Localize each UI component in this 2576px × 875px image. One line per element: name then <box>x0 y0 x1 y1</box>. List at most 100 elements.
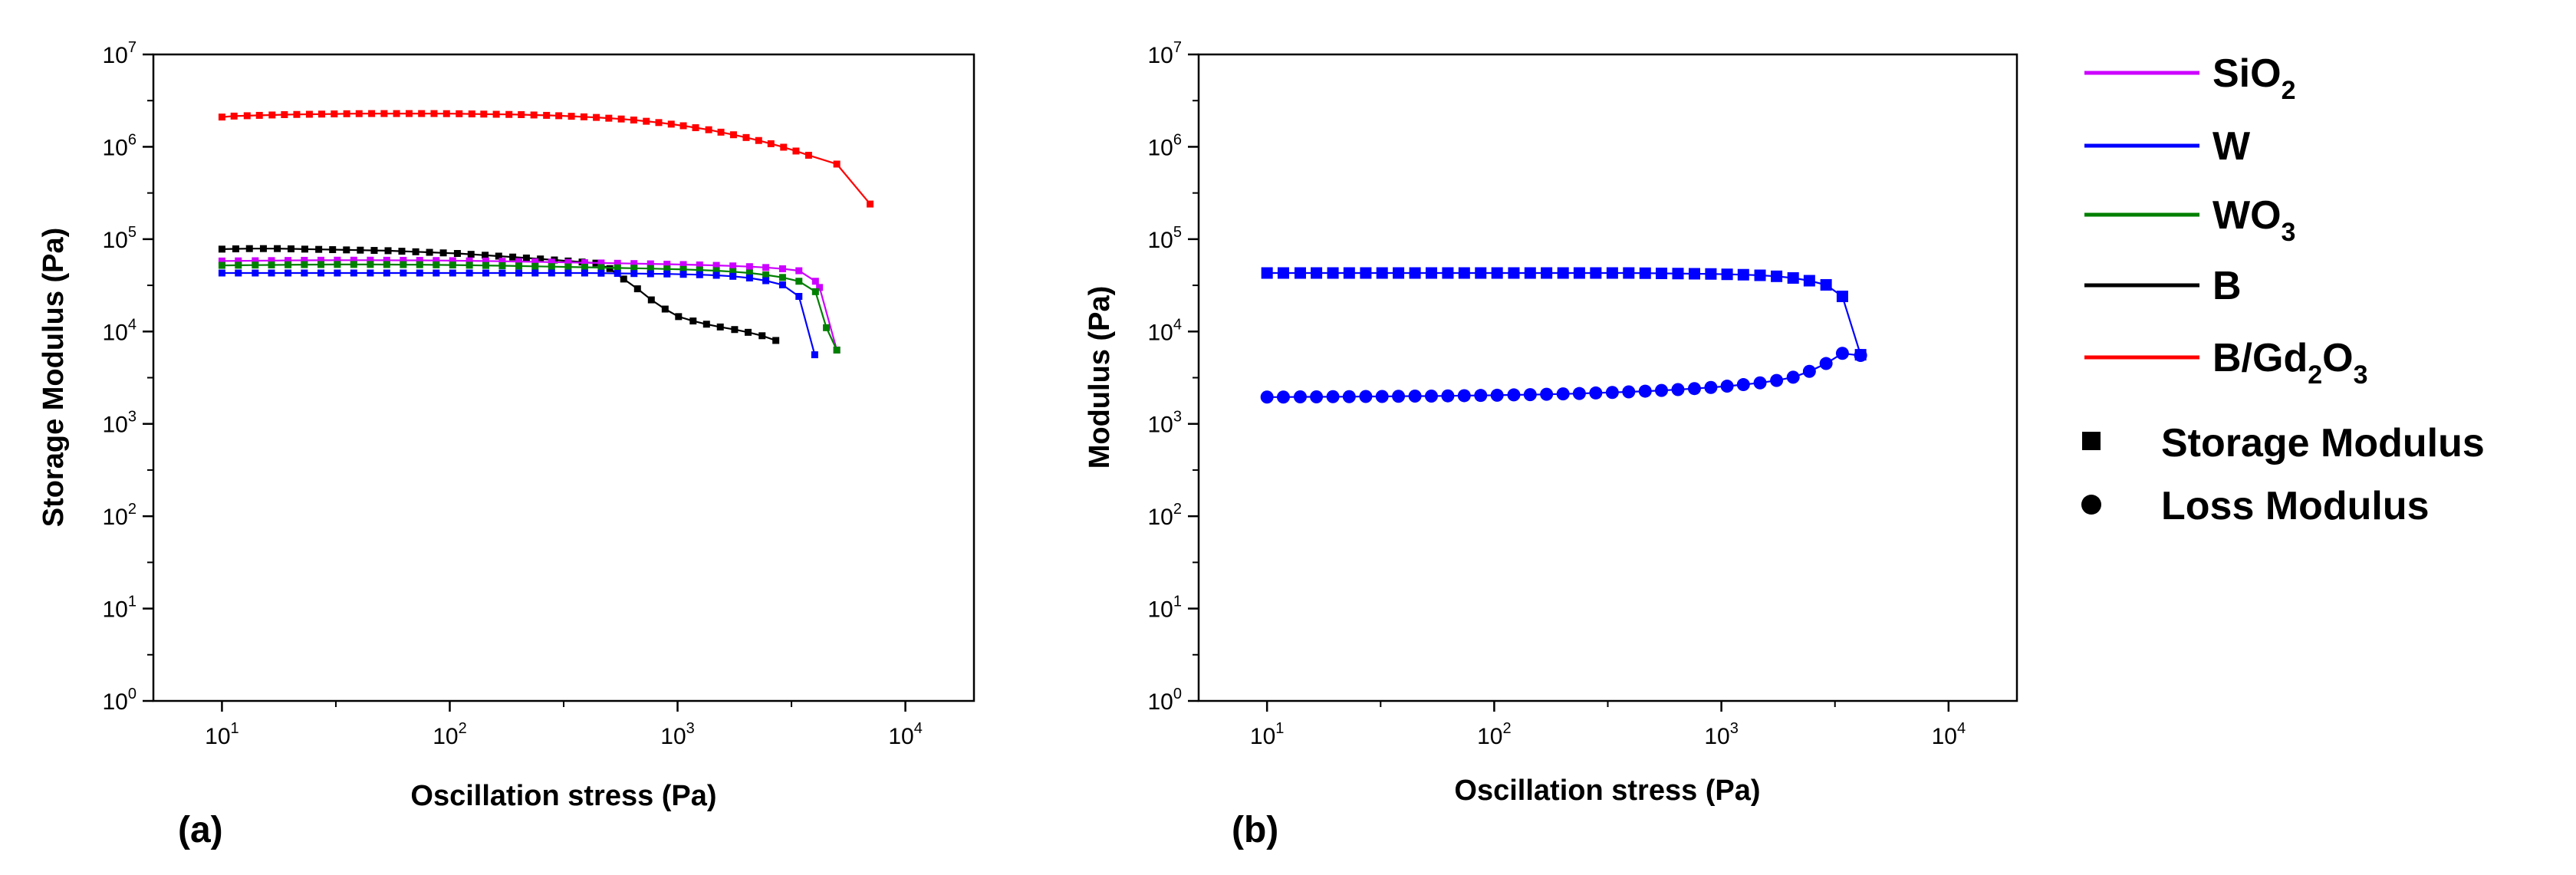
panel-a-point-sio2-25 <box>630 260 638 268</box>
panel-a-point-sio2-0 <box>218 257 225 265</box>
panel-a-point-b-30 <box>633 285 641 293</box>
panel-b-point-w-loss-modulus-1 <box>1276 390 1290 404</box>
panel-b-point-w-loss-modulus-10 <box>1424 389 1438 403</box>
panel-a-xlabel: Oscillation stress (Pa) <box>410 780 716 812</box>
panel-a-point-b-8 <box>329 246 337 254</box>
panel-b-point-w-loss-modulus-9 <box>1408 389 1422 403</box>
panel-a-point-sio2-18 <box>515 258 523 265</box>
panel-a-point-sio2-23 <box>597 259 605 267</box>
panel-b-point-w-storage-modulus-6 <box>1360 267 1372 279</box>
panel-a-point-b-gd2o3-10 <box>343 110 350 117</box>
panel-a-point-b-21 <box>509 253 517 261</box>
panel-a-point-sio2-8 <box>350 256 357 264</box>
panel-a-point-sio2-14 <box>449 257 456 265</box>
panel-a-point-w-20 <box>548 269 555 277</box>
panel-a-point-wo3-30 <box>712 267 720 275</box>
panel-a-point-w-8 <box>350 269 357 277</box>
panel-a-point-b-gd2o3-18 <box>442 110 450 117</box>
panel-a-point-b-12 <box>384 247 392 255</box>
panel-b-point-w-storage-modulus-11 <box>1442 267 1454 279</box>
panel-a-series <box>218 110 874 359</box>
panel-b-point-w-loss-modulus-21 <box>1605 386 1619 400</box>
panel-b-point-w-loss-modulus-15 <box>1507 388 1521 402</box>
panel-b-point-w-storage-modulus-7 <box>1376 267 1388 279</box>
panel-a-point-b-gd2o3-46 <box>792 147 800 155</box>
panel-b-point-w-storage-modulus-34 <box>1820 278 1832 291</box>
panel-b-point-w-storage-modulus-1 <box>1277 267 1289 279</box>
panel-a-point-w-36 <box>811 351 818 359</box>
panel-b-plot-frame <box>1197 53 2018 702</box>
panel-a-point-sio2-11 <box>400 256 407 264</box>
panel-a-point-sio2-2 <box>252 257 259 265</box>
legend-marker-circle <box>2081 495 2101 515</box>
panel-b-ytick-label-0: 100 <box>1148 686 1183 715</box>
panel-a-point-wo3-20 <box>548 263 555 271</box>
panel-a-ytick-label-6: 106 <box>103 131 137 160</box>
panel-b-point-w-loss-modulus-30 <box>1753 376 1767 390</box>
panel-a-point-sio2-20 <box>548 258 555 266</box>
panel-a-point-wo3-1 <box>235 262 242 269</box>
legend: SiO2 W WO3 B B/Gd2O3 Storage Modulus Loss Modu… <box>2081 51 2485 528</box>
panel-a-point-sio2-6 <box>317 256 325 264</box>
panel-a-point-w-6 <box>317 269 325 277</box>
panel-b-point-w-storage-modulus-17 <box>1541 267 1553 279</box>
panel-a-point-sio2-27 <box>663 260 671 268</box>
panel-a-point-b-29 <box>620 275 627 283</box>
panel-a-point-sio2-13 <box>433 257 440 265</box>
panel-a-point-sio2-15 <box>466 257 473 265</box>
legend-marker-label-0: Storage Modulus <box>2161 421 2485 465</box>
panel-b-point-w-storage-modulus-9 <box>1409 267 1421 279</box>
panel-b-point-w-storage-modulus-25 <box>1672 268 1684 280</box>
panel-a-point-b-gd2o3-3 <box>255 111 263 119</box>
panel-a-point-b-5 <box>287 245 294 253</box>
panel-a-point-b-gd2o3-48 <box>833 160 841 168</box>
panel-a-point-w-29 <box>696 271 703 278</box>
panel-a-point-b-gd2o3-29 <box>580 113 587 120</box>
panel-a-point-sio2-19 <box>531 258 539 265</box>
panel-a-point-w-21 <box>564 269 572 277</box>
panel-a-point-wo3-26 <box>646 265 654 272</box>
panel-a-point-w-5 <box>301 269 308 277</box>
panel-a-point-b-gd2o3-14 <box>393 110 400 117</box>
panel-a-point-sio2-35 <box>795 267 803 275</box>
legend-label-1: W <box>2212 124 2251 169</box>
panel-a-point-w-28 <box>679 271 687 278</box>
panel-b-point-w-loss-modulus-5 <box>1342 390 1356 403</box>
panel-a-point-sio2-28 <box>679 261 687 268</box>
panel-a-point-wo3-34 <box>778 274 786 281</box>
panel-b-point-w-storage-modulus-0 <box>1261 267 1273 279</box>
panel-a-point-w-18 <box>515 269 523 277</box>
panel-a-point-b-35 <box>702 321 710 328</box>
panel-b-xtick-label-0: 101 <box>1250 720 1285 749</box>
panel-a-point-w-27 <box>663 270 671 278</box>
panel-a-point-wo3-29 <box>696 266 703 274</box>
panel-a-point-sio2-37 <box>816 284 824 291</box>
panel-b-point-w-loss-modulus-27 <box>1704 380 1718 394</box>
panel-a-point-sio2-7 <box>334 256 341 264</box>
panel-a-point-w-26 <box>646 270 654 278</box>
panel-b-point-w-loss-modulus-34 <box>1819 357 1833 370</box>
panel-a-point-wo3-10 <box>383 261 390 268</box>
panel-a-point-b-gd2o3-12 <box>368 110 376 117</box>
panel-a-point-wo3-0 <box>218 262 225 269</box>
panel-a-point-sio2-32 <box>745 263 753 271</box>
panel-a-point-wo3-21 <box>564 263 572 271</box>
panel-a-point-b-gd2o3-41 <box>729 131 737 139</box>
panel-b-point-w-loss-modulus-14 <box>1490 388 1504 402</box>
panel-b-label: (b) <box>1232 810 1278 850</box>
panel-a-ytick-label-3: 103 <box>103 409 137 438</box>
panel-a-point-sio2-16 <box>482 257 490 265</box>
panel-a-point-sio2-29 <box>696 261 703 268</box>
panel-a-point-sio2-9 <box>367 256 374 264</box>
panel-a-point-b-gd2o3-32 <box>617 115 625 123</box>
panel-b-point-w-storage-modulus-15 <box>1508 267 1520 279</box>
panel-a-point-b-gd2o3-36 <box>667 120 675 128</box>
panel-a-point-b-gd2o3-4 <box>268 111 276 119</box>
panel-a-point-w-0 <box>218 269 225 277</box>
panel-b-point-w-loss-modulus-12 <box>1457 389 1471 403</box>
panel-a-point-b-gd2o3-24 <box>518 110 525 118</box>
panel-a-ytick-label-7: 107 <box>103 39 137 68</box>
panel-a-point-sio2-33 <box>762 264 770 271</box>
panel-a-point-b-gd2o3-19 <box>456 110 463 117</box>
panel-a-point-b-10 <box>357 246 364 254</box>
